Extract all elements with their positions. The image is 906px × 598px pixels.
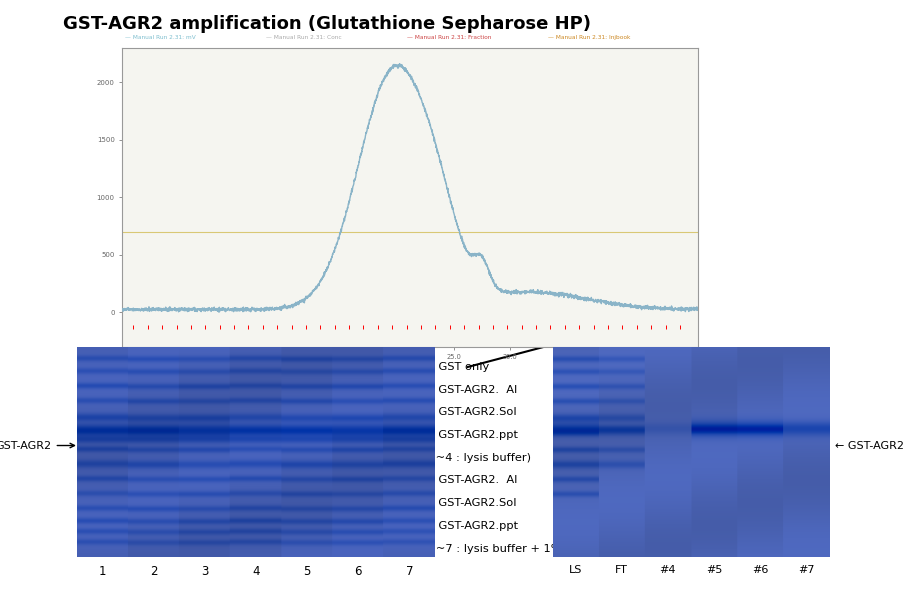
Text: — Manual Run 2.31: Fraction: — Manual Run 2.31: Fraction — [407, 35, 491, 41]
Text: GST-AGR2: GST-AGR2 — [0, 441, 74, 450]
Text: (5~7 : lysis buffer + 1% triton X-100): (5~7 : lysis buffer + 1% triton X-100) — [424, 544, 638, 554]
Text: LS: LS — [569, 565, 583, 575]
Text: 5: 5 — [304, 565, 311, 578]
Text: 3. GST-AGR2.Sol: 3. GST-AGR2.Sol — [424, 407, 516, 417]
Text: 2. GST-AGR2.  AI: 2. GST-AGR2. AI — [424, 385, 517, 395]
Text: (2~4 : lysis buffer): (2~4 : lysis buffer) — [424, 453, 531, 463]
Text: ← GST-AGR2: ← GST-AGR2 — [835, 441, 904, 450]
Text: — Manual Run 2.31: mV: — Manual Run 2.31: mV — [125, 35, 196, 41]
Text: #6: #6 — [752, 565, 768, 575]
Text: — Manual Run 2.31: Conc: — Manual Run 2.31: Conc — [266, 35, 342, 41]
Text: GST-AGR2 amplification (Glutathione Sepharose HP): GST-AGR2 amplification (Glutathione Seph… — [63, 15, 592, 33]
Text: 6. GST-AGR2.Sol: 6. GST-AGR2.Sol — [424, 498, 516, 508]
Text: Manual Run 2009-06-05  1  3  pg  1 1 1 1 1 1 1 1 1 1  delete  Result: Manual Run 2009-06-05 1 3 pg 1 1 1 1 1 1… — [125, 363, 303, 368]
Text: #4: #4 — [660, 565, 676, 575]
Text: 4: 4 — [252, 565, 260, 578]
Text: 2: 2 — [150, 565, 158, 578]
Text: 4. GST-AGR2.ppt: 4. GST-AGR2.ppt — [424, 430, 518, 440]
Text: 1: 1 — [99, 565, 106, 578]
Text: 3: 3 — [201, 565, 208, 578]
Text: 7. GST-AGR2.ppt: 7. GST-AGR2.ppt — [424, 521, 518, 531]
Text: — Manual Run 2.31: Injbook: — Manual Run 2.31: Injbook — [548, 35, 631, 41]
Text: #5: #5 — [706, 565, 722, 575]
Text: 1. GST only: 1. GST only — [424, 362, 489, 372]
Text: FT: FT — [615, 565, 628, 575]
Text: 7: 7 — [406, 565, 413, 578]
Text: 5. GST-AGR2.  AI: 5. GST-AGR2. AI — [424, 475, 517, 486]
Text: #7: #7 — [797, 565, 814, 575]
Text: 6: 6 — [354, 565, 361, 578]
